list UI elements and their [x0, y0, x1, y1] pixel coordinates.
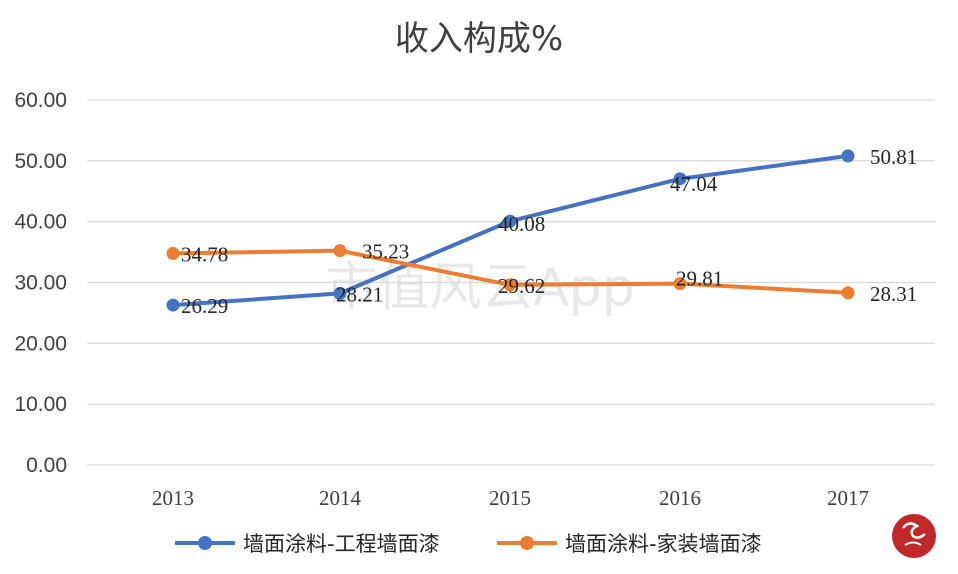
legend: 墙面涂料-工程墙面漆 墙面涂料-家装墙面漆 [175, 532, 762, 556]
data-point [673, 277, 687, 291]
data-label: 50.81 [870, 145, 917, 169]
y-tick-label: 30.00 [14, 272, 67, 295]
x-tick-label: 2014 [319, 486, 362, 510]
watermark: 市值风云App [325, 258, 635, 318]
data-point [503, 214, 517, 228]
y-axis-ticks: 0.00 10.00 20.00 30.00 40.00 50.00 60.00 [14, 89, 67, 477]
y-tick-label: 40.00 [14, 211, 67, 234]
data-point [673, 172, 687, 186]
data-label: 28.21 [336, 282, 383, 306]
y-tick-label: 50.00 [14, 150, 67, 173]
chart-title: 收入构成% [395, 19, 563, 59]
legend-marker [520, 536, 534, 550]
x-tick-label: 2017 [827, 486, 869, 510]
data-label: 47.04 [670, 172, 718, 196]
series-2: 34.78 35.23 29.62 29.81 28.31 [166, 240, 917, 306]
legend-item-1: 墙面涂料-工程墙面漆 [175, 532, 440, 556]
y-tick-label: 0.00 [26, 454, 67, 477]
legend-item-2: 墙面涂料-家装墙面漆 [497, 532, 762, 556]
data-point [166, 246, 180, 260]
data-label: 28.31 [870, 282, 917, 306]
data-label: 40.08 [498, 212, 545, 236]
x-tick-label: 2015 [489, 486, 531, 510]
legend-marker [198, 536, 212, 550]
x-axis-ticks: 2013 2014 2015 2016 2017 [152, 486, 869, 510]
data-point [503, 278, 517, 292]
data-label: 29.81 [676, 267, 723, 291]
y-tick-label: 60.00 [14, 89, 67, 112]
x-tick-label: 2016 [659, 486, 701, 510]
data-point [841, 149, 855, 163]
series-group: 26.29 28.21 40.08 47.04 50.81 34.78 35.23 29.62… [166, 145, 917, 318]
data-label: 29.62 [498, 274, 545, 298]
legend-label: 墙面涂料-家装墙面漆 [565, 532, 762, 556]
legend-label: 墙面涂料-工程墙面漆 [243, 532, 440, 556]
data-label: 26.29 [181, 294, 228, 318]
data-point [841, 286, 855, 300]
y-tick-label: 20.00 [14, 332, 67, 355]
data-point [333, 244, 347, 258]
x-tick-label: 2013 [152, 486, 194, 510]
y-tick-label: 10.00 [14, 393, 67, 416]
data-point [166, 298, 180, 312]
data-point [333, 286, 347, 300]
series-1: 26.29 28.21 40.08 47.04 50.81 [166, 145, 917, 318]
data-label: 35.23 [362, 240, 409, 264]
data-label: 34.78 [181, 242, 228, 266]
red-seal-logo-icon [892, 514, 936, 558]
